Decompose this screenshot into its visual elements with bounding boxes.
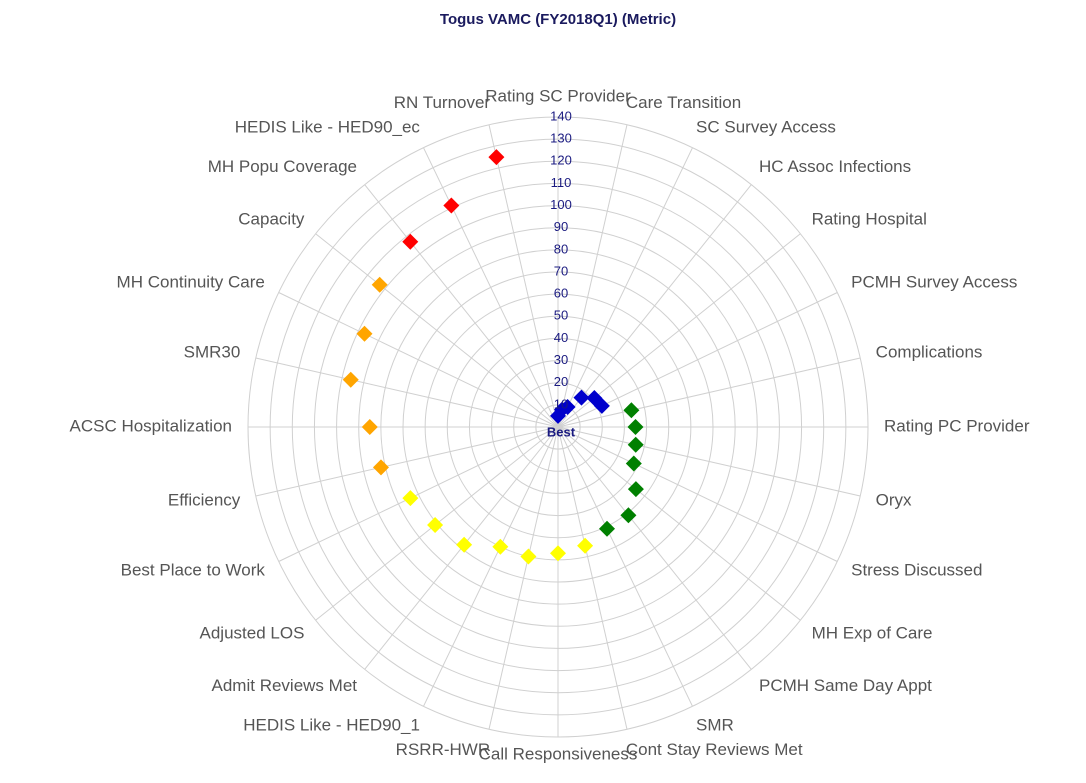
grid-spoke — [557, 184, 752, 428]
category-label: HEDIS Like - HED90_ec — [235, 117, 421, 136]
y-tick-label: 140 — [550, 108, 572, 123]
y-tick-label: 80 — [554, 241, 568, 256]
point — [402, 490, 419, 507]
grid-spoke — [557, 426, 752, 670]
point — [573, 389, 590, 406]
category-label: PCMH Same Day Appt — [759, 676, 932, 695]
y-tick-label: 10 — [554, 396, 568, 411]
category-label: Care Transition — [626, 93, 741, 112]
category-label: MH Exp of Care — [812, 623, 933, 642]
point — [550, 545, 566, 562]
category-label: Rating PC Provider — [884, 416, 1030, 435]
y-tick-label: 100 — [550, 197, 572, 212]
category-label: Stress Discussed — [851, 561, 982, 580]
point — [342, 371, 359, 388]
point — [492, 538, 509, 555]
point — [577, 537, 594, 554]
category-label: SC Survey Access — [696, 117, 836, 136]
category-label: Rating SC Provider — [485, 86, 631, 105]
point — [598, 520, 615, 537]
category-label: Capacity — [238, 209, 305, 228]
point — [361, 419, 378, 435]
category-label: Cont Stay Reviews Met — [626, 740, 803, 759]
point — [356, 325, 373, 342]
category-label: Efficiency — [168, 490, 241, 509]
grid-spoke — [557, 426, 693, 707]
grid-spoke — [557, 426, 801, 621]
grid-spoke — [255, 357, 559, 428]
category-label: Oryx — [876, 490, 912, 509]
point — [627, 419, 644, 435]
category-label: ACSC Hospitalization — [69, 416, 232, 435]
grid-spoke — [557, 357, 861, 428]
grid-spoke — [423, 426, 559, 707]
grid-spoke — [278, 292, 559, 428]
point — [593, 397, 610, 414]
y-tick-label: 30 — [554, 352, 568, 367]
point — [371, 276, 388, 293]
point — [627, 481, 644, 498]
category-label: Rating Hospital — [812, 209, 927, 228]
category-label: RN Turnover — [394, 93, 491, 112]
grid-spoke — [557, 124, 628, 428]
category-label: RSRR-HWR — [396, 740, 490, 759]
category-label: SMR30 — [184, 343, 241, 362]
point — [488, 149, 505, 166]
category-label: PCMH Survey Access — [851, 272, 1017, 291]
y-tick-label: 20 — [554, 374, 568, 389]
grid-spoke — [423, 147, 559, 428]
grid-spoke — [557, 147, 693, 428]
point — [520, 548, 537, 565]
category-label: Complications — [876, 343, 983, 362]
point — [443, 197, 460, 214]
chart-title: Togus VAMC (FY2018Q1) (Metric) — [440, 11, 676, 28]
y-tick-label: 40 — [554, 330, 568, 345]
category-label: Best Place to Work — [121, 561, 266, 580]
point — [559, 399, 576, 416]
point — [625, 455, 642, 472]
category-label: Adjusted LOS — [200, 623, 305, 642]
grid-spoke — [488, 124, 559, 428]
point — [456, 536, 473, 553]
y-tick-label: 70 — [554, 263, 568, 278]
y-tick-label: 110 — [551, 175, 572, 190]
category-label: SMR — [696, 716, 734, 735]
grid-spoke — [278, 426, 559, 562]
point — [372, 459, 389, 476]
category-label: Admit Reviews Met — [212, 676, 358, 695]
grid-spoke — [364, 184, 559, 428]
category-label: MH Popu Coverage — [208, 157, 357, 176]
grid-spoke — [557, 426, 861, 497]
point — [627, 436, 644, 453]
point — [623, 402, 640, 419]
category-label: Call Responsiveness — [479, 744, 638, 763]
point — [620, 507, 637, 524]
category-label: HC Assoc Infections — [759, 157, 911, 176]
y-tick-label: 50 — [554, 308, 568, 323]
point — [402, 233, 419, 250]
y-tick-label: 90 — [554, 219, 568, 234]
y-tick-label: 120 — [550, 153, 572, 168]
grid-spoke — [557, 426, 838, 562]
y-tick-label: 60 — [554, 286, 568, 301]
grid-spoke — [557, 426, 628, 730]
point — [427, 517, 444, 534]
y-tick-label: Best — [547, 424, 576, 439]
y-tick-label: 130 — [550, 131, 572, 146]
grid-spoke — [315, 233, 559, 428]
grid-spoke — [488, 426, 559, 730]
grid-spoke — [255, 426, 559, 497]
category-label: HEDIS Like - HED90_1 — [243, 716, 420, 735]
category-label: MH Continuity Care — [117, 272, 265, 291]
